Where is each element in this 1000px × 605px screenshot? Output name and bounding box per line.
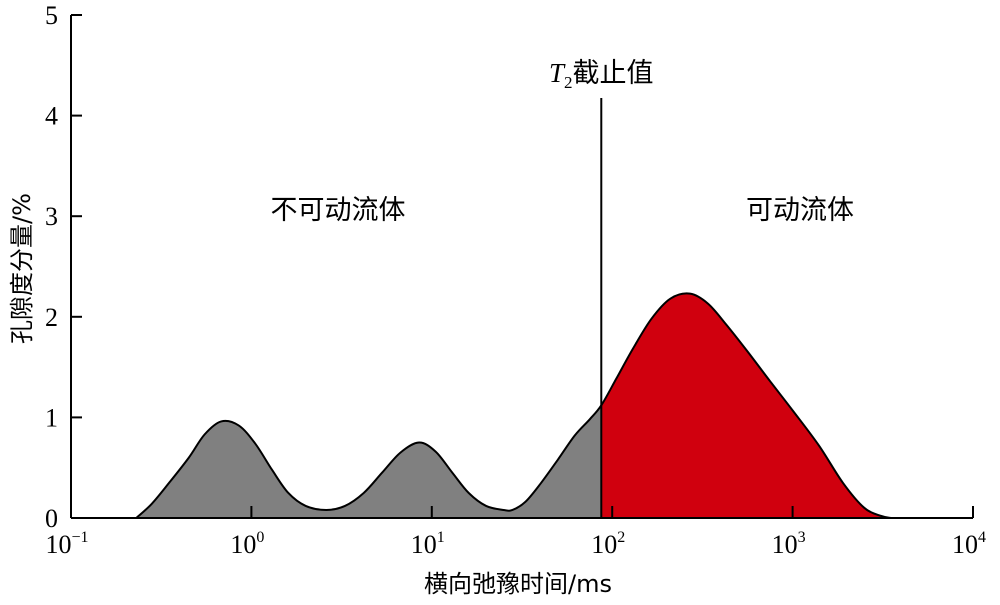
x-tick-label: 101 <box>411 529 445 559</box>
y-tick-label: 0 <box>45 504 58 533</box>
y-tick-label: 2 <box>45 303 58 332</box>
x-tick-base: 10 <box>591 530 617 559</box>
x-tick-label: 103 <box>772 529 806 559</box>
x-tick-exponent: 1 <box>437 529 445 546</box>
distribution-curve <box>135 292 891 519</box>
y-tick-label: 3 <box>45 202 58 231</box>
distribution-fills <box>136 293 891 518</box>
y-tick-label: 5 <box>45 1 58 30</box>
t2-cutoff-label: T2截止值 <box>549 58 654 92</box>
x-axis-title: 横向弛豫时间/ms <box>424 570 612 598</box>
cutoff-text: 截止值 <box>573 58 654 89</box>
x-tick-label: 10−1 <box>45 529 88 559</box>
cutoff-symbol: T <box>549 58 566 88</box>
x-tick-label: 104 <box>952 529 986 559</box>
y-tick-label: 1 <box>45 403 58 432</box>
x-tick-exponent: 3 <box>798 529 806 546</box>
x-tick-label: 102 <box>591 529 625 559</box>
mobile-fluid-label: 可动流体 <box>746 195 854 226</box>
cutoff-subscript: 2 <box>564 73 573 92</box>
x-tick-exponent: −1 <box>71 529 88 546</box>
x-tick-label: 100 <box>230 529 264 559</box>
immobile-fluid-area <box>136 405 602 518</box>
x-tick-base: 10 <box>772 530 798 559</box>
mobile-fluid-area <box>601 293 891 518</box>
x-tick-exponent: 4 <box>978 529 986 546</box>
x-tick-exponent: 0 <box>256 529 264 546</box>
y-axis-title: 孔隙度分量/% <box>8 193 36 344</box>
x-tick-base: 10 <box>230 530 256 559</box>
x-tick-exponent: 2 <box>617 529 625 546</box>
x-tick-base: 10 <box>45 530 71 559</box>
x-tick-base: 10 <box>952 530 978 559</box>
y-tick-label: 4 <box>45 102 58 131</box>
x-tick-base: 10 <box>411 530 437 559</box>
immobile-fluid-label: 不可动流体 <box>271 195 406 226</box>
